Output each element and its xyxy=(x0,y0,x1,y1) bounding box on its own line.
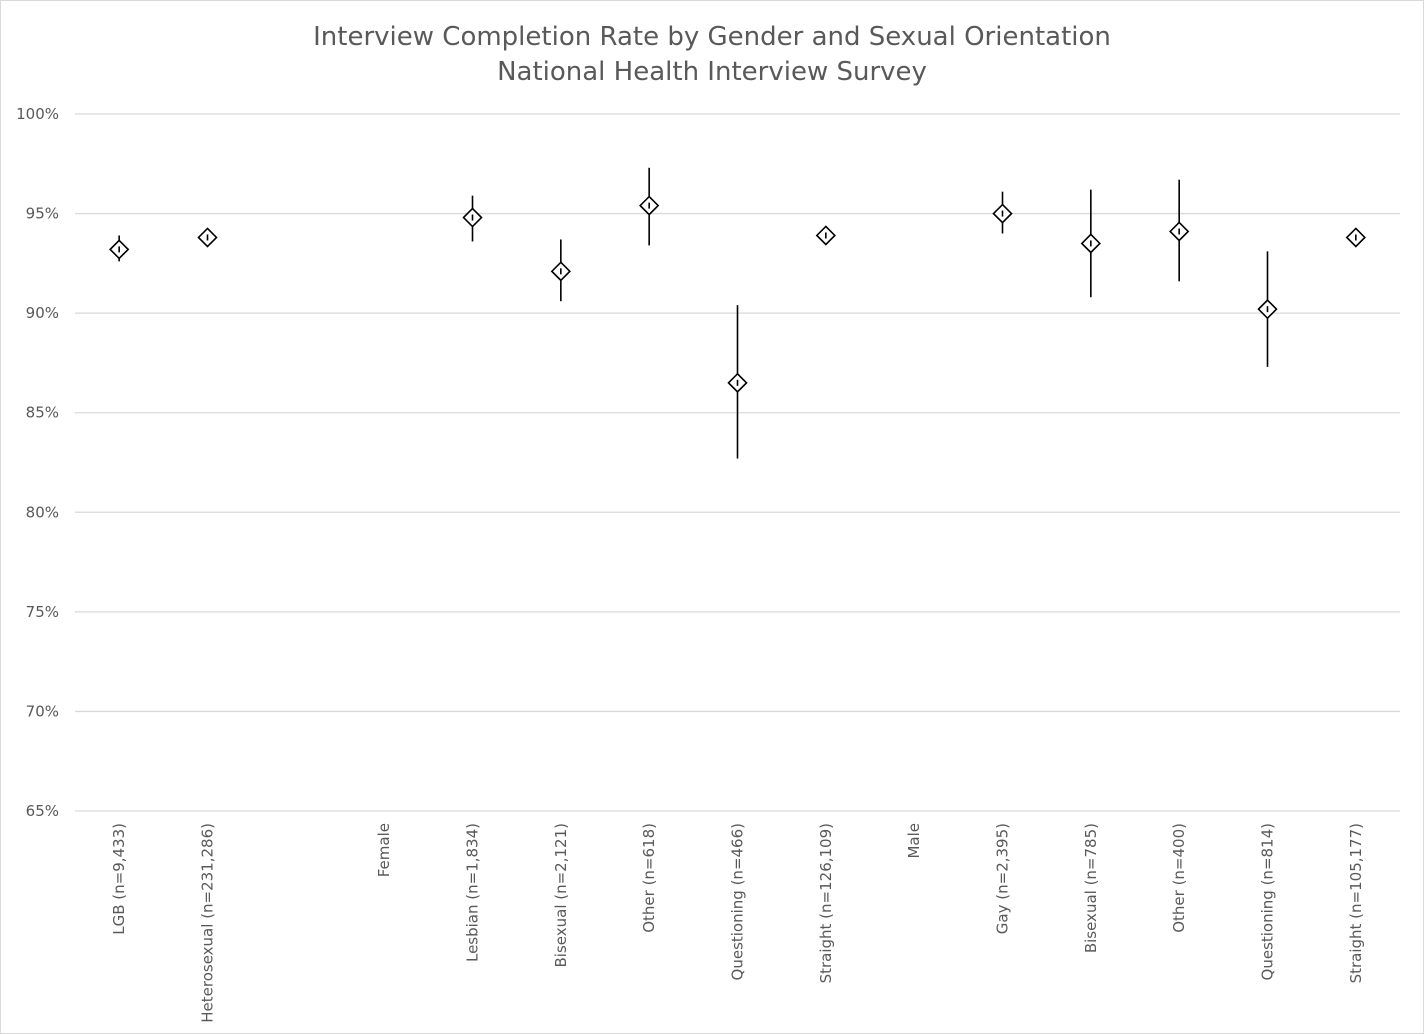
x-tick-label: Straight (n=105,177) xyxy=(1347,823,1365,983)
x-tick-label: Questioning (n=814) xyxy=(1259,823,1277,980)
x-tick-label: Lesbian (n=1,834) xyxy=(464,823,482,962)
x-tick-label: Bisexual (n=2,121) xyxy=(552,823,570,967)
y-tick-label: 100% xyxy=(16,105,59,123)
x-tick-label: Heterosexual (n=231,286) xyxy=(199,823,217,1023)
y-tick-label: 65% xyxy=(26,802,59,820)
y-tick-label: 80% xyxy=(26,503,59,521)
x-tick-label: Gay (n=2,395) xyxy=(994,823,1012,934)
x-tick-label: LGB (n=9,433) xyxy=(110,823,128,935)
x-tick-label: Bisexual (n=785) xyxy=(1082,823,1100,953)
x-tick-label: Other (n=618) xyxy=(640,823,658,933)
x-tick-label: Questioning (n=466) xyxy=(729,823,747,980)
chart-subtitle: National Health Interview Survey xyxy=(497,57,927,87)
y-tick-label: 70% xyxy=(26,702,59,720)
x-tick-label: Straight (n=126,109) xyxy=(817,823,835,983)
y-tick-label: 95% xyxy=(26,205,59,223)
x-tick-label: Other (n=400) xyxy=(1170,823,1188,933)
x-tick-label: Male xyxy=(905,823,923,859)
chart-title: Interview Completion Rate by Gender and … xyxy=(313,22,1111,52)
y-tick-label: 75% xyxy=(26,603,59,621)
y-tick-label: 85% xyxy=(26,404,59,422)
y-tick-label: 90% xyxy=(26,304,59,322)
x-tick-label: Female xyxy=(375,823,393,877)
